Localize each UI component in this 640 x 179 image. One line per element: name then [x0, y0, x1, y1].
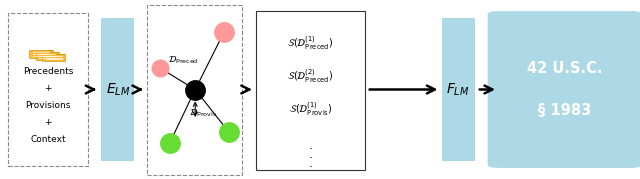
- Polygon shape: [59, 54, 65, 55]
- Text: $\mathcal{D}_{\mathrm{Provis}}$: $\mathcal{D}_{\mathrm{Provis}}$: [189, 108, 217, 119]
- Text: $F_{LM}$: $F_{LM}$: [447, 81, 470, 98]
- Bar: [147, 5, 242, 175]
- Text: +: +: [44, 84, 52, 93]
- Text: $\mathcal{S}(\mathcal{D}^{(1)}_{\mathrm{Preced}})$: $\mathcal{S}(\mathcal{D}^{(1)}_{\mathrm{…: [287, 34, 333, 52]
- Bar: [8, 13, 88, 166]
- Bar: [256, 11, 365, 170]
- Bar: [101, 18, 134, 161]
- Bar: [36, 52, 59, 60]
- Text: .: .: [308, 139, 312, 152]
- Text: +: +: [44, 118, 52, 127]
- FancyBboxPatch shape: [488, 11, 640, 168]
- Text: Provisions: Provisions: [26, 101, 70, 110]
- Text: $\mathcal{S}(\mathcal{D}^{(2)}_{\mathrm{Preced}})$: $\mathcal{S}(\mathcal{D}^{(2)}_{\mathrm{…: [287, 67, 333, 85]
- Text: Precedents: Precedents: [23, 67, 73, 76]
- Text: $E_{LM}$: $E_{LM}$: [106, 81, 130, 98]
- Text: .: .: [308, 148, 312, 161]
- Polygon shape: [46, 50, 52, 51]
- Text: Context: Context: [30, 135, 66, 144]
- Text: .: .: [308, 157, 312, 170]
- Text: 42 U.S.C.: 42 U.S.C.: [527, 61, 602, 76]
- Bar: [29, 50, 52, 58]
- Text: § 1983: § 1983: [538, 103, 591, 118]
- Bar: [442, 18, 475, 161]
- Polygon shape: [52, 52, 59, 53]
- Text: $\mathcal{D}_{\mathrm{Preced}}$: $\mathcal{D}_{\mathrm{Preced}}$: [168, 54, 199, 66]
- Text: $\mathcal{S}(\mathcal{D}^{(1)}_{\mathrm{Provis}})$: $\mathcal{S}(\mathcal{D}^{(1)}_{\mathrm{…: [289, 100, 332, 118]
- Bar: [42, 54, 65, 61]
